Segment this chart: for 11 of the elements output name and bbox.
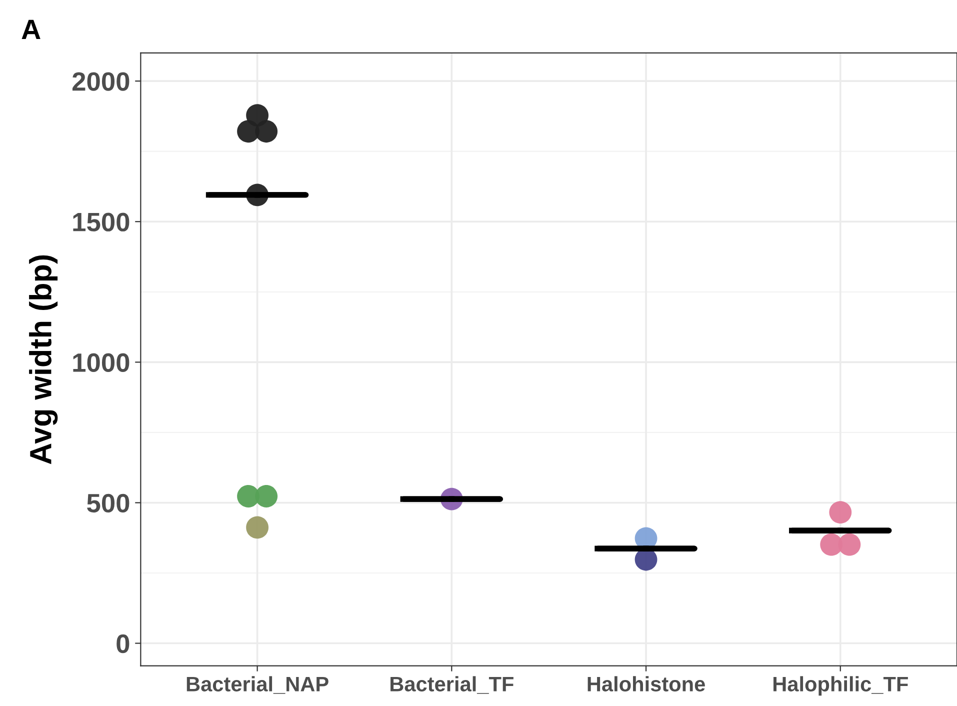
y-tick-label: 1000 [73,353,130,372]
text: A [22,20,40,39]
y-tick-label: 2000 [72,72,130,91]
x-tick-label: Halophilic_TF [773,676,908,696]
y-tick-label: 1500 [73,212,130,232]
y-axis-title: Avg width (bp) [29,255,58,464]
x-tick-label: Halohistone [588,676,705,692]
y-tick-label: 0 [116,634,130,654]
y-tick-label: 500 [87,494,130,513]
x-tick-label: Bacterial_NAP [186,676,328,694]
x-tick-label: Bacterial_TF [390,676,514,694]
